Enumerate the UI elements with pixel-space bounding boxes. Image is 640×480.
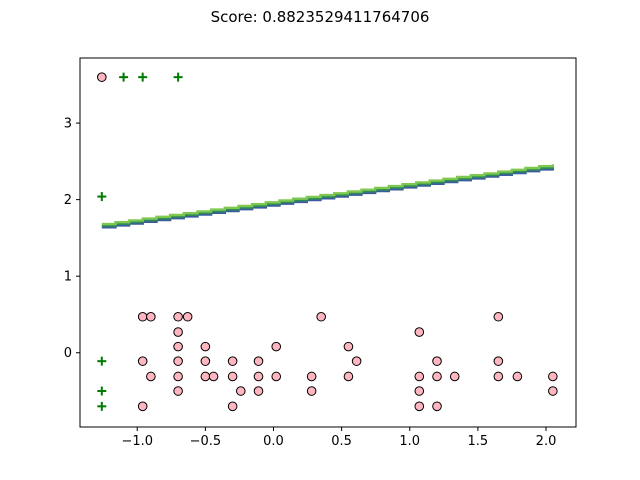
scatter-point-circle [97, 72, 107, 82]
scatter-point-plus [119, 72, 129, 82]
x-tick-label: 1.0 [399, 434, 420, 449]
scatter-point-circle [173, 371, 183, 382]
boundary-line [101, 167, 554, 229]
boundary-line [101, 165, 554, 227]
scatter-point-circle [432, 371, 442, 382]
scatter-point-circle [271, 341, 282, 352]
scatter-point-circle [253, 386, 264, 396]
scatter-point-circle [343, 341, 354, 352]
scatter-point-circle [351, 356, 362, 366]
y-axis: 0 1 2 3 [64, 117, 80, 361]
scatter-point-circle [343, 371, 354, 382]
y-tick-label: 3 [64, 117, 72, 132]
scatter-point-circle [253, 356, 264, 366]
scatter-point-circle [137, 356, 148, 366]
y-tick-label: 2 [64, 193, 72, 208]
scatter-point-circle [137, 401, 148, 412]
scatter-point-circle [512, 371, 523, 382]
scatter-point-circle [493, 356, 504, 366]
scatter-point-circle [200, 371, 211, 382]
x-tick-label: −1.0 [121, 434, 153, 449]
scatter-point-plus [97, 356, 107, 366]
scatter-point-plus [173, 72, 183, 82]
scatter-point-circle [548, 386, 558, 396]
scatter-point-circle [146, 371, 156, 382]
scatter-point-circle [173, 386, 183, 396]
scatter-point-circle [493, 371, 504, 382]
chart-title: Score: 0.8823529411764706 [211, 8, 430, 26]
scatter-point-circle [200, 356, 211, 366]
scatter-point-circle [493, 311, 504, 322]
y-tick-label: 0 [64, 346, 72, 361]
scatter-point-circle [173, 327, 183, 337]
x-tick-label: −0.5 [190, 434, 222, 449]
scatter-point-circle [173, 356, 183, 366]
scatter-point-circle [548, 371, 558, 382]
x-tick-label: 1.5 [468, 434, 489, 449]
scatter-point-circle [414, 386, 425, 396]
scatter-point-circle [271, 371, 282, 382]
boundary-line [101, 164, 554, 226]
scatter-point-circle [182, 311, 193, 322]
scatter-point-plus [97, 192, 107, 202]
scatter-point-circle [200, 341, 211, 352]
y-tick-label: 1 [64, 270, 72, 285]
scatter-point-circle [306, 386, 317, 396]
scatter-point-circle [432, 356, 442, 366]
scatter-point-circle [173, 341, 183, 352]
scatter-point-circle [173, 311, 183, 322]
scatter-point-circle [137, 311, 148, 322]
plot-area [97, 72, 558, 412]
scatter-point-plus [138, 72, 148, 82]
scatter-point-circle [449, 371, 460, 382]
scatter-point-circle [253, 371, 264, 382]
scatter-point-plus [97, 401, 107, 411]
scatter-point-circle [227, 356, 238, 366]
scatter-point-circle [146, 311, 156, 322]
scatter-point-circle [208, 371, 219, 382]
scatter-point-circle [414, 371, 425, 382]
scatter-point-circle [306, 371, 317, 382]
scatter-point-circle [414, 401, 425, 412]
scatter-point-circle [227, 371, 238, 382]
axes-frame [79, 57, 577, 428]
scatter-point-circle [414, 327, 425, 337]
x-tick-label: 0.0 [263, 434, 284, 449]
scatter-point-circle [316, 311, 326, 322]
scatter-point-circle [227, 401, 238, 412]
scatter-point-circle [432, 401, 442, 412]
scatter-point-circle [235, 386, 246, 396]
x-axis: −1.0 −0.5 0.0 0.5 1.0 1.5 2.0 [121, 427, 556, 449]
scatter-point-plus [97, 386, 107, 396]
x-tick-label: 2.0 [536, 434, 557, 449]
x-tick-label: 0.5 [331, 434, 352, 449]
